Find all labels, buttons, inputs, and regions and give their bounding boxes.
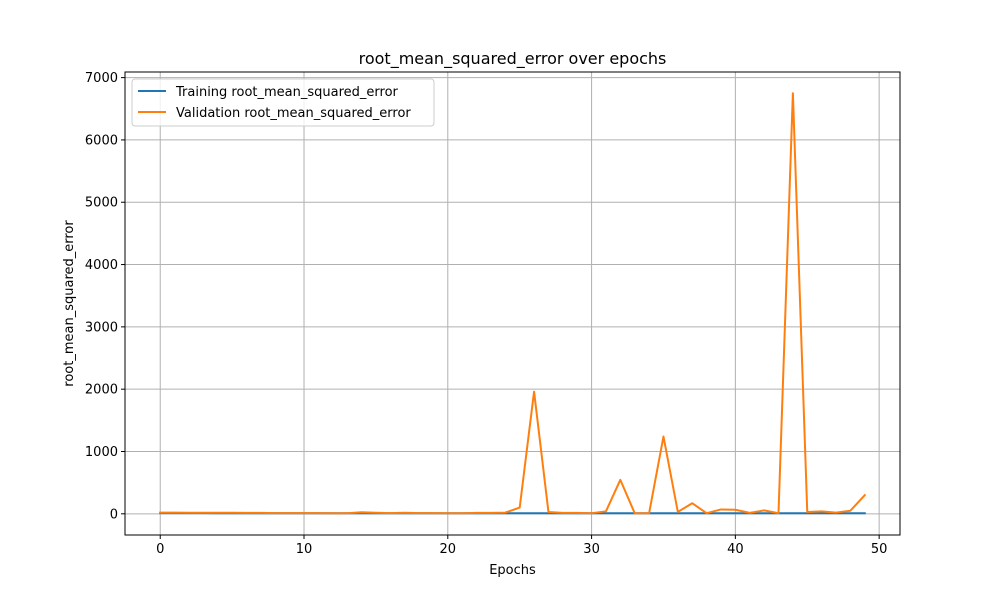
y-tick-label: 2000 [85, 383, 118, 398]
x-tick-label: 50 [871, 542, 888, 557]
y-tick-label: 7000 [85, 71, 118, 86]
y-tick-label: 6000 [85, 133, 118, 148]
x-tick-label: 40 [727, 542, 744, 557]
legend-label-validation: Validation root_mean_squared_error [176, 106, 411, 121]
x-tick-label: 0 [156, 542, 164, 557]
plot-frame [124, 71, 901, 536]
legend: Training root_mean_squared_error Validat… [131, 78, 435, 127]
chart-title: root_mean_squared_error over epochs [359, 49, 667, 69]
series-layer [159, 92, 867, 515]
grid [125, 72, 900, 535]
y-tick-label: 5000 [85, 196, 118, 211]
x-axis-label: Epochs [489, 563, 536, 578]
legend-label-training: Training root_mean_squared_error [175, 85, 399, 100]
y-tick-label: 4000 [85, 258, 118, 273]
ticks: 0 10 20 30 40 50 0 1000 2000 3000 4000 5000 6000 7000 [85, 71, 888, 557]
y-tick-label: 3000 [85, 320, 118, 335]
y-tick-label: 1000 [85, 445, 118, 460]
series-line-validation [159, 92, 867, 515]
x-tick-label: 10 [296, 542, 313, 557]
x-tick-label: 30 [583, 542, 600, 557]
y-axis-label: root_mean_squared_error [62, 220, 77, 387]
y-tick-label: 0 [110, 507, 118, 522]
x-tick-label: 20 [440, 542, 457, 557]
legend-box [131, 78, 435, 127]
